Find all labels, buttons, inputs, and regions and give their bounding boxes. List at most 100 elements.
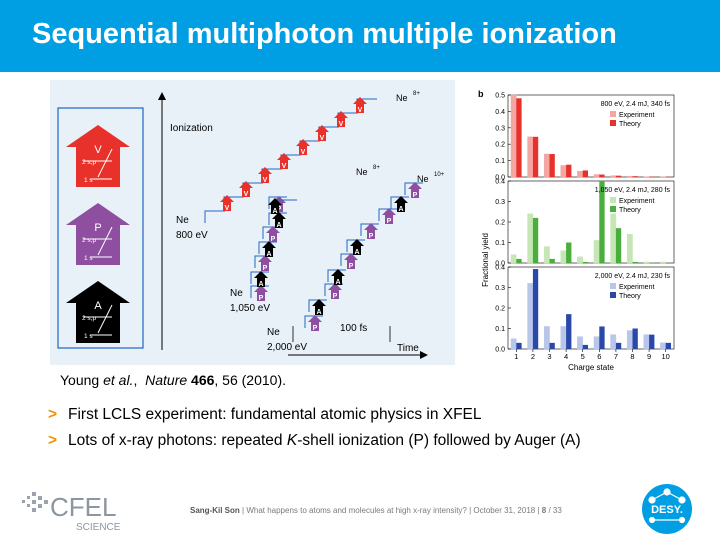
legend-shell-lower: 1 s — [84, 255, 93, 262]
x-tick-label: 7 — [614, 352, 618, 361]
legend-a-icon: A2 s,p1 s — [66, 281, 130, 343]
bar — [627, 234, 632, 263]
x-axis-arrow-icon — [420, 351, 428, 359]
bar — [644, 335, 649, 349]
state-label-ne8-charge: 8+ — [373, 165, 380, 171]
y-tick-label: 0.2 — [495, 306, 505, 313]
legend-p-icon: P 2 s,p 1 s — [66, 203, 130, 265]
cfel-logo: CFEL SCIENCE — [20, 488, 140, 533]
state-label-ne10-charge: 10+ — [434, 172, 445, 178]
svg-text:P: P — [333, 293, 338, 300]
slide-title: Sequential multiphoton multiple ionizati… — [32, 18, 617, 51]
svg-text:A: A — [398, 206, 403, 213]
svg-text:V: V — [301, 149, 306, 156]
legend-shell-upper: 2 s,p — [82, 159, 96, 166]
bullet-text: Lots of x-ray photons: repeated K-shell … — [68, 432, 581, 450]
photon-v-icon: V — [277, 153, 291, 170]
ionization-step — [205, 211, 225, 223]
state-label-ne8: Ne — [356, 167, 368, 177]
legend-shell-upper: 2 s,p — [82, 237, 96, 244]
bar — [660, 343, 665, 349]
bar — [649, 335, 654, 349]
energy-label: 2,000 eV — [267, 342, 307, 353]
bar — [633, 329, 638, 350]
photon-v-icon: V — [239, 181, 253, 198]
bullet-text: First LCLS experiment: fundamental atomi… — [68, 406, 482, 424]
bar — [611, 335, 616, 349]
x-axis-label: Charge state — [568, 363, 614, 372]
bar — [516, 98, 521, 177]
y-tick-label: 0.4 — [495, 179, 505, 186]
bar — [544, 247, 549, 263]
y-tick-label: 0.4 — [495, 265, 505, 272]
photon-p-icon: P — [382, 208, 396, 225]
bar — [577, 337, 582, 349]
y-tick-label: 0.4 — [495, 109, 505, 116]
legend-swatch — [610, 197, 616, 203]
bar — [633, 176, 638, 177]
caption-etal: et al. — [103, 372, 133, 388]
ionization-schematic-svg: V2 s,p1 sP2 s,p1 sA2 s,p1 sIonizationTim… — [50, 80, 455, 365]
photon-v-icon: V — [258, 167, 272, 184]
energy-label: 1,050 eV — [230, 303, 270, 314]
bar — [616, 343, 621, 349]
legend-swatch — [610, 206, 616, 212]
panel-condition-label: 1,050 eV, 2.4 mJ, 280 fs — [595, 187, 671, 194]
y-tick-label: 0.3 — [495, 285, 505, 292]
x-tick-label: 8 — [630, 352, 634, 361]
bar — [544, 326, 549, 349]
x-tick-label: 10 — [662, 352, 670, 361]
legend-label: Theory — [619, 293, 641, 300]
legend-label: Experiment — [619, 284, 654, 291]
bar — [511, 255, 516, 263]
bar — [561, 166, 566, 177]
bar — [550, 259, 555, 263]
caption-journal: Nature — [145, 372, 187, 388]
svg-text:P: P — [349, 263, 354, 270]
svg-text:P: P — [259, 295, 264, 302]
bar — [660, 262, 665, 263]
legend-letter: P — [94, 222, 101, 234]
bar — [533, 218, 538, 263]
bar — [566, 165, 571, 177]
bar — [566, 314, 571, 349]
photon-a-icon: A — [394, 196, 408, 213]
footer-date: October 31, 2018 — [473, 506, 535, 515]
photon-p-icon: P — [364, 223, 378, 240]
legend-shell-lower: 1 s — [84, 177, 93, 184]
bar — [616, 176, 621, 177]
svg-text:A: A — [266, 251, 271, 258]
x-tick-label: 1 — [514, 352, 518, 361]
y-tick-label: 0.2 — [495, 220, 505, 227]
x-tick-label: 2 — [531, 352, 535, 361]
cfel-logo-text: CFEL — [50, 492, 116, 522]
y-axis-label: Ionization — [170, 123, 213, 134]
photon-v-icon: V — [334, 111, 348, 128]
bar — [528, 214, 533, 263]
photon-a-icon: A — [254, 271, 268, 288]
y-tick-label: 0.3 — [495, 199, 505, 206]
svg-text:A: A — [316, 309, 321, 316]
ne-label: Ne — [176, 215, 189, 226]
footer-author: Sang-Kil Son — [190, 506, 240, 515]
svg-text:V: V — [282, 163, 287, 170]
y-tick-label: 0.1 — [495, 158, 505, 165]
y-tick-label: 0.0 — [495, 347, 505, 354]
legend-v-icon: V2 s,p1 s — [66, 125, 130, 187]
svg-text:A: A — [272, 208, 277, 215]
legend-shell-lower: 1 s — [84, 333, 93, 340]
bar — [533, 269, 538, 349]
y-tick-label: 0.2 — [495, 142, 505, 149]
photon-v-icon: V — [353, 97, 367, 114]
cfel-logo-subtext: SCIENCE — [76, 522, 121, 533]
photon-a-icon: A — [350, 239, 364, 256]
bar — [528, 137, 533, 177]
svg-text:V: V — [339, 121, 344, 128]
bar — [611, 214, 616, 263]
state-label-ne8-charge: 8+ — [413, 91, 420, 97]
bar — [516, 343, 521, 349]
svg-text:V: V — [320, 135, 325, 142]
photon-a-icon: A — [331, 269, 345, 286]
